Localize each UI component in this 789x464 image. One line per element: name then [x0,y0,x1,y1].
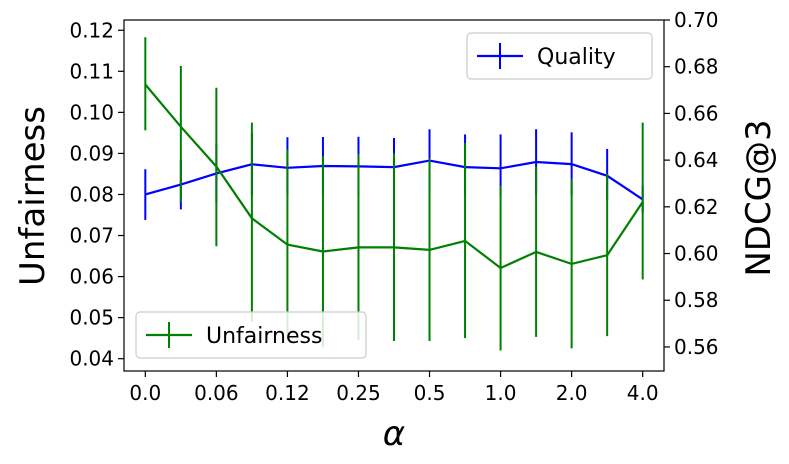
x-tick-label: 1.0 [485,381,517,405]
y-left-tick-label: 0.12 [69,18,114,42]
series-line [144,83,644,270]
y-left-tick-label: 0.09 [69,141,114,165]
y-right-tick-label: 0.66 [674,101,719,125]
x-tick-label: 0.5 [414,381,446,405]
x-tick-label: 4.0 [627,381,659,405]
x-tick-label: 0.25 [336,381,381,405]
right-y-axis: 0.56 0.58 0.60 0.62 0.64 0.66 0.68 0.70 [664,8,719,359]
series-unfairness [144,37,644,351]
y-left-tick-label: 0.06 [69,265,114,289]
left-y-axis: 0.04 0.05 0.06 0.07 0.08 0.09 0.10 0.11 0.12 [69,18,124,371]
y-right-tick-label: 0.58 [674,288,719,312]
y-right-tick-label: 0.68 [674,55,719,79]
legend-label: Unfairness [206,324,322,349]
y-left-tick-label: 0.05 [69,306,114,330]
y-right-tick-label: 0.62 [674,195,719,219]
legend-quality: Quality [466,32,653,80]
legend-label: Quality [537,45,616,70]
legend-box [135,311,367,359]
x-axis: 0.0 0.06 0.12 0.25 0.5 1.0 2.0 4.0 [129,371,659,405]
y-left-tick-label: 0.07 [69,224,114,248]
y-left-tick-label: 0.11 [69,59,114,83]
x-tick-label: 0.06 [194,381,239,405]
left-axis-label: Unfairness [13,106,53,286]
plot-area [123,19,665,372]
y-right-tick-label: 0.56 [674,335,719,359]
legend-unfairness: Unfairness [135,311,367,359]
x-tick-label: 0.0 [129,381,161,405]
x-tick-label: 2.0 [556,381,588,405]
plot-frame [123,19,665,372]
x-tick-label: 0.12 [265,381,310,405]
y-left-tick-label: 0.10 [69,100,114,124]
y-left-tick-label: 0.08 [69,182,114,206]
legend-box [466,32,653,80]
y-right-tick-label: 0.60 [674,242,719,266]
y-right-tick-label: 0.70 [674,8,719,32]
y-left-tick-label: 0.04 [69,347,114,371]
legends: Quality Unfairness [135,32,653,359]
y-right-tick-label: 0.64 [674,148,719,172]
x-axis-label: α [383,414,405,454]
right-axis-label: NDCG@3 [739,119,779,276]
